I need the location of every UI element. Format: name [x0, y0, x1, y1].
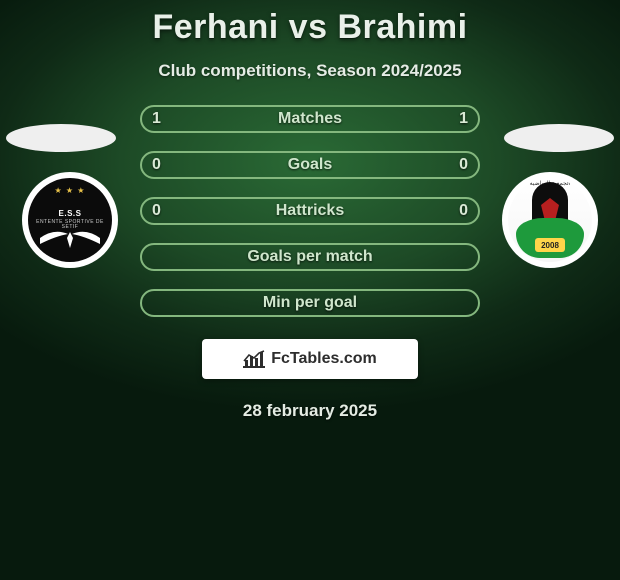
club-badge-right: الجمعية الرياضية 2008 [502, 172, 598, 268]
stat-row-goals: 0 Goals 0 [140, 151, 480, 179]
club-badge-left-inner: ★ ★ ★ E.S.SENTENTE SPORTIVE DE SETIF [28, 178, 112, 262]
stat-row-hattricks: 0 Hattricks 0 [140, 197, 480, 225]
date-text: 28 february 2025 [0, 401, 620, 421]
stat-row-goals-per-match: Goals per match [140, 243, 480, 271]
stat-label: Matches [278, 110, 342, 128]
stat-left-value: 1 [152, 110, 161, 128]
club-badge-right-inner: الجمعية الرياضية 2008 [508, 178, 592, 262]
stat-right-value: 0 [459, 156, 468, 174]
bar-chart-icon [243, 350, 265, 368]
stat-label: Min per goal [263, 294, 357, 312]
stat-label: Goals [288, 156, 332, 174]
stat-right-value: 1 [459, 110, 468, 128]
stat-left-value: 0 [152, 156, 161, 174]
brand-text: FcTables.com [271, 350, 377, 368]
wings-icon [38, 228, 102, 250]
stat-label: Hattricks [276, 202, 344, 220]
club-left-text: E.S.SENTENTE SPORTIVE DE SETIF [28, 210, 112, 230]
page-title: Ferhani vs Brahimi [0, 8, 620, 47]
infographic-root: Ferhani vs Brahimi Club competitions, Se… [0, 0, 620, 580]
stars-icon: ★ ★ ★ [55, 186, 86, 195]
stat-left-value: 0 [152, 202, 161, 220]
brand-box: FcTables.com [202, 339, 418, 379]
subtitle: Club competitions, Season 2024/2025 [0, 61, 620, 81]
club-badge-left: ★ ★ ★ E.S.SENTENTE SPORTIVE DE SETIF [22, 172, 118, 268]
stat-right-value: 0 [459, 202, 468, 220]
player-left-ellipse [6, 124, 116, 152]
player-right-ellipse [504, 124, 614, 152]
stat-row-min-per-goal: Min per goal [140, 289, 480, 317]
stats-container: 1 Matches 1 0 Goals 0 0 Hattricks 0 Goal… [140, 105, 480, 317]
club-right-year: 2008 [535, 238, 565, 252]
stat-row-matches: 1 Matches 1 [140, 105, 480, 133]
stat-label: Goals per match [247, 248, 372, 266]
